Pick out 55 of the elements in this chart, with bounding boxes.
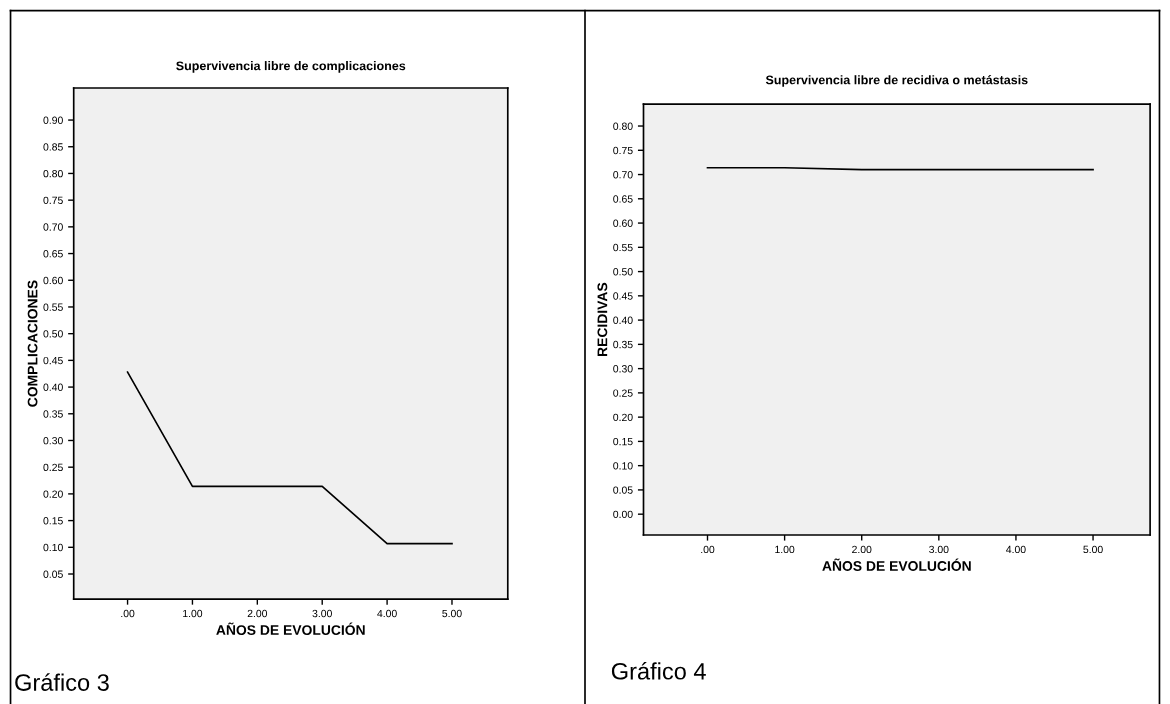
y-tick-label: 0.10 — [43, 543, 63, 552]
y-tick-label: 0.55 — [43, 303, 63, 311]
x-tick-label: 2.00 — [247, 609, 268, 618]
y-tick-label: 0.55 — [613, 243, 633, 252]
y-tick-label: 0.70 — [613, 171, 633, 179]
y-tick-label: 0.65 — [43, 250, 63, 258]
y-tick-label: 0.05 — [43, 570, 63, 578]
x-tick-label: .00 — [121, 609, 135, 618]
y-tick-label: 0.90 — [43, 116, 63, 124]
y-tick-label: 0.30 — [43, 436, 63, 445]
y-axis-title: COMPLICACIONES — [27, 280, 38, 407]
chart-title: Supervivencia libre de complicaciones — [176, 61, 406, 73]
x-tick-label: 1.00 — [183, 609, 203, 618]
y-tick-label: 0.75 — [613, 146, 633, 155]
y-tick-label: 0.25 — [43, 463, 63, 472]
y-tick-label: 0.15 — [613, 437, 633, 446]
chart-title: Supervivencia libre de recidiva o metástasis — [765, 75, 1028, 87]
x-tick-label: 3.00 — [929, 545, 949, 554]
y-axis-title: RECIDIVAS — [597, 282, 608, 356]
y-tick-label: 0.40 — [43, 383, 63, 391]
y-tick-label: 0.50 — [43, 330, 63, 338]
y-tick-label: 0.75 — [43, 196, 63, 205]
x-tick-label: 2.00 — [852, 545, 872, 554]
x-axis-title: AÑOS DE EVOLUCIÓN — [216, 622, 365, 635]
y-tick-label: 0.45 — [613, 292, 633, 300]
text: Gráfico 3 — [15, 673, 109, 691]
y-tick-label: 0.20 — [43, 490, 63, 498]
x-tick-label: 3.00 — [312, 609, 332, 618]
x-tick-label: .00 — [701, 545, 715, 554]
y-tick-label: 0.80 — [613, 122, 633, 130]
x-tick-label: 5.00 — [442, 609, 462, 618]
y-tick-label: 0.80 — [43, 169, 63, 178]
y-tick-label: 0.20 — [613, 413, 633, 422]
x-tick-label: 4.00 — [1006, 545, 1026, 554]
y-tick-label: 0.65 — [613, 195, 633, 203]
y-tick-label: 0.85 — [43, 143, 63, 151]
text: Gráfico 4 — [611, 662, 706, 680]
y-tick-label: 0.35 — [613, 340, 633, 349]
y-tick-label: 0.15 — [43, 517, 63, 525]
y-tick-label: 0.35 — [43, 410, 63, 418]
y-tick-label: 0.50 — [613, 268, 633, 276]
y-tick-label: 0.00 — [613, 510, 633, 519]
x-axis-title: AÑOS DE EVOLUCIÓN — [822, 558, 971, 571]
x-tick-label: 4.00 — [377, 609, 397, 618]
x-tick-label: 5.00 — [1083, 545, 1103, 554]
y-tick-label: 0.40 — [613, 316, 633, 324]
y-tick-label: 0.30 — [613, 365, 633, 373]
y-tick-label: 0.45 — [43, 356, 63, 365]
y-tick-label: 0.60 — [43, 276, 63, 285]
y-tick-label: 0.60 — [613, 219, 633, 227]
x-tick-label: 1.00 — [775, 545, 795, 554]
y-tick-label: 0.05 — [613, 486, 633, 494]
y-tick-label: 0.25 — [613, 389, 633, 397]
y-tick-label: 0.70 — [43, 223, 63, 231]
y-tick-label: 0.10 — [613, 462, 633, 470]
